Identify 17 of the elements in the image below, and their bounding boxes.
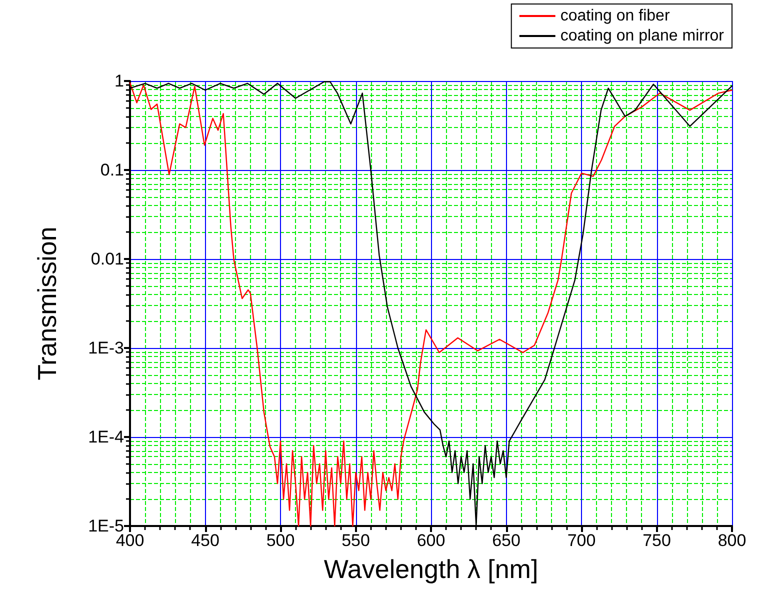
x-tick-label: 550 [342,531,370,550]
x-tick-label: 650 [492,531,520,550]
y-tick-label: 1 [114,72,124,90]
x-tick-label: 450 [191,531,220,550]
y-tick-label: 0.01 [90,250,124,268]
legend-label: coating on fiber [560,8,670,24]
x-axis-title: Wavelength λ [nm] [324,554,538,584]
x-tick-label: 750 [642,531,671,550]
y-tick-label: 1E-4 [88,428,124,446]
y-axis-title: Transmission [32,226,62,380]
x-tick-label: 500 [266,531,295,550]
x-tick-label: 600 [416,531,446,550]
x-tick-label: 800 [718,531,746,550]
legend-label: coating on plane mirror [560,28,725,44]
y-tick-label: 1E-3 [88,338,124,358]
y-tick-label: 0.1 [100,160,124,180]
x-tick-label: 700 [567,531,596,550]
